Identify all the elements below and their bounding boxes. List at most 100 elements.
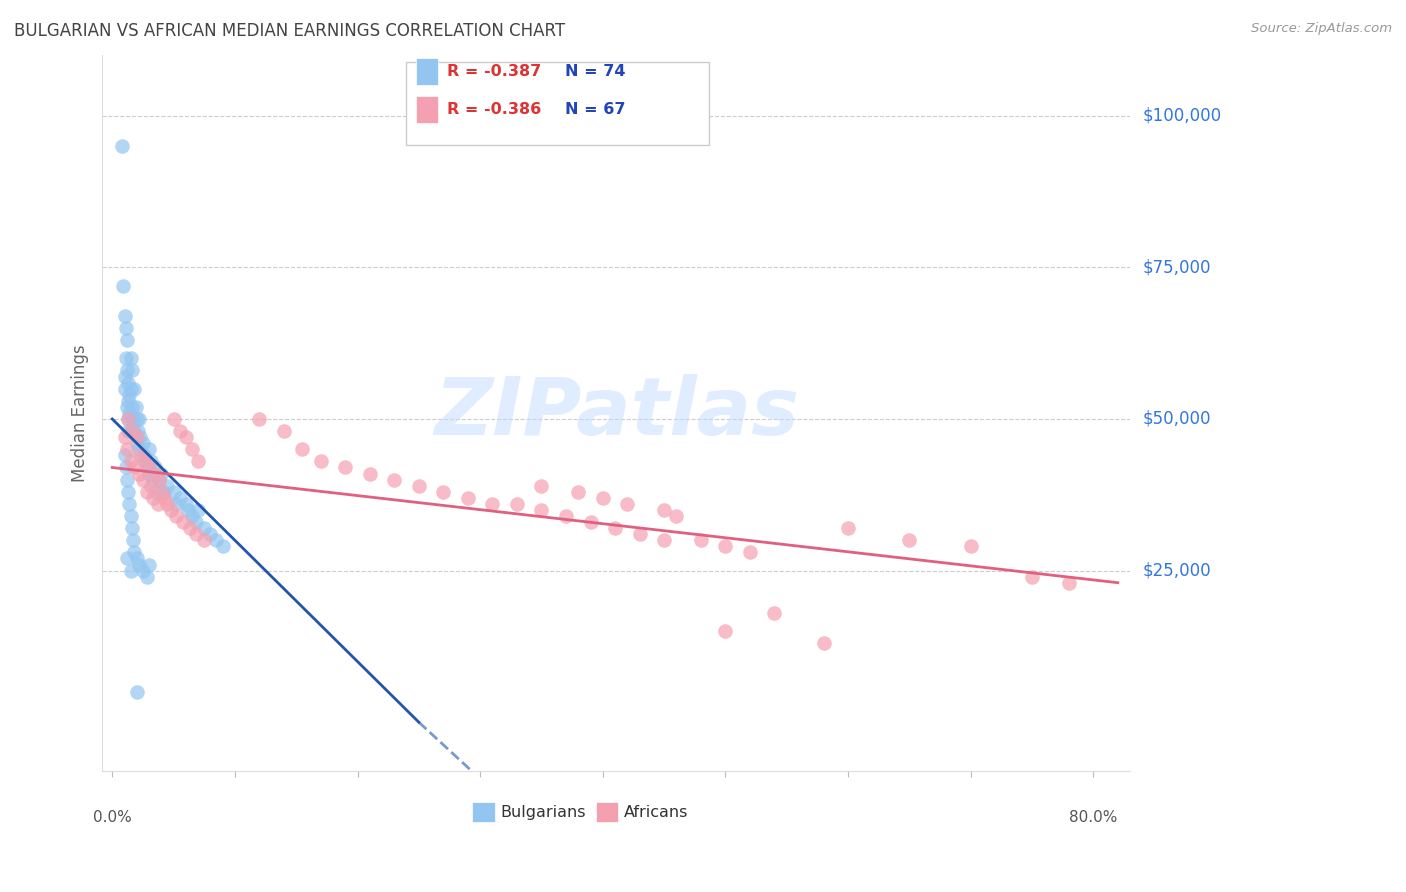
Point <box>142 491 165 505</box>
Point <box>211 539 233 553</box>
Text: N = 67: N = 67 <box>565 102 626 117</box>
Point <box>128 442 150 457</box>
Point <box>124 382 146 396</box>
Point <box>813 636 835 650</box>
Point <box>309 454 332 468</box>
Point <box>115 551 138 566</box>
Point <box>125 685 148 699</box>
Point <box>120 351 142 366</box>
Point <box>177 503 200 517</box>
Point <box>117 376 139 390</box>
Text: $100,000: $100,000 <box>1143 107 1222 125</box>
Point <box>118 497 141 511</box>
Point <box>135 484 157 499</box>
Point <box>111 139 134 153</box>
Point <box>181 442 204 457</box>
Point <box>162 412 184 426</box>
Point <box>115 442 138 457</box>
Text: R = -0.386: R = -0.386 <box>447 102 541 117</box>
Point <box>156 478 179 492</box>
Point <box>124 460 146 475</box>
Point <box>134 454 156 468</box>
Point <box>124 545 146 559</box>
Point <box>124 400 146 414</box>
Point <box>156 497 179 511</box>
Point <box>115 363 138 377</box>
Point <box>146 497 169 511</box>
Text: R = -0.387: R = -0.387 <box>447 64 541 79</box>
Point <box>150 484 173 499</box>
Point <box>148 473 170 487</box>
Point <box>181 508 204 523</box>
Point <box>114 351 136 366</box>
Point <box>121 521 143 535</box>
Point <box>205 533 228 548</box>
Point <box>193 533 215 548</box>
Point <box>200 527 222 541</box>
Text: Africans: Africans <box>623 805 688 820</box>
Bar <box>416 58 439 85</box>
Point <box>138 442 160 457</box>
Point <box>128 467 150 481</box>
Point <box>187 503 209 517</box>
Point <box>291 442 314 457</box>
Text: 0.0%: 0.0% <box>93 810 132 825</box>
Point <box>138 460 160 475</box>
Point <box>120 382 142 396</box>
Point <box>121 363 143 377</box>
Point <box>603 521 626 535</box>
Point <box>652 533 675 548</box>
Point <box>616 497 638 511</box>
Point <box>530 478 553 492</box>
Point <box>114 369 136 384</box>
Point <box>114 449 136 463</box>
Text: $50,000: $50,000 <box>1143 410 1211 428</box>
Point <box>592 491 614 505</box>
Point <box>247 412 270 426</box>
Point <box>187 454 209 468</box>
Text: $75,000: $75,000 <box>1143 259 1211 277</box>
Point <box>127 424 149 438</box>
Point <box>567 484 589 499</box>
Point <box>481 497 503 511</box>
Point <box>125 436 148 450</box>
Point <box>117 393 139 408</box>
Point <box>122 533 145 548</box>
Point <box>152 491 174 505</box>
Point <box>193 521 215 535</box>
Point <box>124 424 146 438</box>
Point <box>141 478 163 492</box>
Point <box>134 449 156 463</box>
Point <box>172 515 194 529</box>
Point <box>165 508 187 523</box>
Point <box>738 545 761 559</box>
Point <box>125 412 148 426</box>
Point <box>160 503 183 517</box>
Text: ZIPatlas: ZIPatlas <box>434 374 799 452</box>
Point <box>335 460 357 475</box>
Point <box>115 333 138 347</box>
Point <box>174 430 197 444</box>
Point <box>138 467 160 481</box>
Point <box>120 424 142 438</box>
Point <box>128 412 150 426</box>
Point <box>148 473 170 487</box>
Point <box>125 430 148 444</box>
Point <box>129 449 152 463</box>
Point <box>121 400 143 414</box>
Point <box>579 515 602 529</box>
Point <box>142 473 165 487</box>
Text: Bulgarians: Bulgarians <box>501 805 586 820</box>
Point <box>689 533 711 548</box>
Point <box>143 460 166 475</box>
Point <box>959 539 981 553</box>
Point <box>125 551 148 566</box>
Point <box>763 606 786 620</box>
Point <box>145 484 167 499</box>
Point <box>138 558 160 572</box>
Text: BULGARIAN VS AFRICAN MEDIAN EARNINGS CORRELATION CHART: BULGARIAN VS AFRICAN MEDIAN EARNINGS COR… <box>14 22 565 40</box>
Point <box>174 497 197 511</box>
Point <box>530 503 553 517</box>
Point <box>714 539 737 553</box>
Point <box>120 508 142 523</box>
